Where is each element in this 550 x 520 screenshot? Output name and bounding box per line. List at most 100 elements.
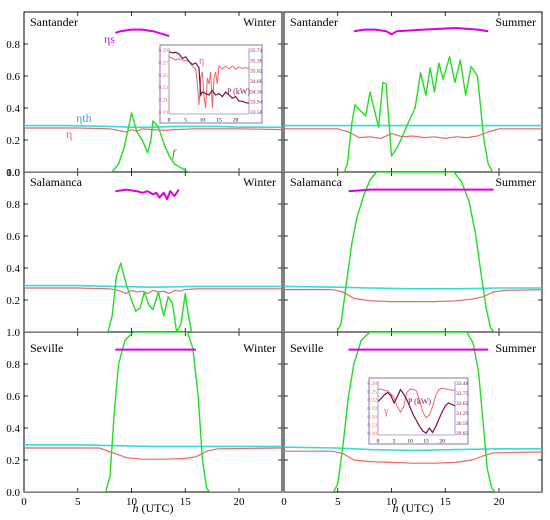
x-tick-label: 0 [281, 496, 287, 508]
y-tick-labels: 0.0 0.2 0.4 0.6 0.8 0.2 0.4 0.6 0.8 1.0 0.2 0.4 0.6 0… [6, 39, 20, 499]
series-eta-line [24, 447, 282, 460]
panel-santander-winter-curves [24, 28, 282, 172]
series-eta-th-line [24, 284, 282, 288]
series-eta-s-line [348, 188, 494, 193]
x-tick-label: 5 [335, 496, 341, 508]
x-tick-label: 10 [126, 496, 138, 508]
y-tick-label: 0.8 [6, 39, 20, 51]
inset-series-power-line [168, 51, 250, 104]
series-eta-line [284, 289, 542, 303]
inset-series-power-line [377, 388, 456, 435]
annotation-f: f [172, 146, 177, 160]
panel-santander-summer-curves [284, 27, 542, 172]
inset-right-tick-label: 34.30 [250, 89, 263, 95]
series-f-line [24, 332, 282, 492]
series-eta-th-line [284, 285, 542, 290]
y-tick-label: 0.8 [6, 199, 20, 211]
inset-right-tick-label: 30.56 [456, 421, 469, 427]
series-eta-line [24, 127, 282, 133]
inset-left-tick-label: 0.10 [367, 431, 377, 437]
y-tick-label-top: 1.0 [6, 167, 20, 179]
x-tick-label: 15 [440, 496, 452, 508]
x-axis-label-left: h (UTC) [133, 501, 174, 515]
panel-city-salamanca-winter: Salamanca [30, 175, 83, 189]
inset-left-tick-label: 0.19 [367, 406, 377, 412]
panel-seville-summer-curves [284, 332, 542, 492]
inset-series-eta-line [377, 387, 455, 419]
x-axis-label-right: h (UTC) [393, 501, 434, 515]
x-tick-label: 5 [75, 496, 81, 508]
inset-left-tick-label: 0.28 [367, 381, 377, 387]
curve-annotations: ηs ηth η f [66, 32, 177, 160]
panel-season-salamanca-winter: Winter [243, 175, 276, 189]
panel-frame-salamanca-summer [283, 171, 543, 333]
panel-season-santander-winter: Winter [243, 15, 276, 29]
inset-left-tick-label: 0.19 [158, 110, 168, 116]
inset-x-tick-label: 15 [423, 439, 429, 445]
series-f-line [284, 332, 542, 492]
inset-right-tick-label: 32.75 [456, 391, 469, 397]
inset-left-tick-label: 0.25 [367, 389, 377, 395]
inset-right-tick-label: 31.29 [456, 411, 469, 417]
inset-left-tick-label: 0.23 [158, 85, 168, 91]
series-eta-line [284, 450, 542, 464]
curves [24, 27, 542, 492]
series-eta-line [284, 128, 542, 139]
inset-x-tick-label: 20 [233, 118, 239, 124]
inset-left-tick-label: 0.29 [158, 48, 168, 54]
inset-right-tick-label: 34.66 [250, 79, 263, 85]
panel-salamanca-winter-curves [24, 188, 282, 332]
series-eta-s-line [115, 188, 180, 201]
inset-left-tick-label: 0.21 [158, 98, 168, 104]
y-tick-label: 0.6 [6, 71, 20, 83]
series-f-line [24, 112, 282, 172]
annotation-eta-th: ηth [76, 111, 92, 125]
series-eta-s-line [353, 27, 489, 36]
inset-x-tick-label: 10 [200, 118, 206, 124]
inset-x-tick-label: 0 [168, 118, 171, 124]
y-tick-label: 0.2 [6, 135, 20, 147]
inset-series-eta-line [168, 56, 250, 109]
inset-label-power: P (kW) [408, 397, 431, 406]
inset-x-tick-label: 5 [184, 118, 187, 124]
y-tick-label: 0.4 [6, 423, 20, 435]
inset-x-tick-label: 0 [377, 439, 380, 445]
panel-city-seville-winter: Seville [30, 341, 63, 355]
y-tick-label: 0.4 [6, 263, 20, 275]
x-tick-label: 20 [494, 496, 506, 508]
panel-city-seville-summer: Seville [290, 341, 323, 355]
x-tick-label: 15 [180, 496, 192, 508]
inset-left-tick-label: 0.13 [367, 423, 377, 429]
panel-salamanca-summer-curves [284, 172, 542, 332]
inset-right-tick-label: 33.94 [250, 100, 263, 106]
annotation-eta: η [66, 127, 72, 141]
y-tick-label: 0.8 [6, 359, 20, 371]
inset-label-eta: η [199, 56, 204, 67]
inset-x-tick-label: 15 [216, 118, 222, 124]
inset-right-tick-label: 33.58 [250, 110, 263, 116]
inset-seville-summer: 0 5 10 15 20 0.28 0.25 0.22 0.19 0.16 0.13 0.10 33.4… [367, 377, 469, 445]
x-tick-label: 10 [386, 496, 398, 508]
inset-frame [368, 377, 469, 445]
panel-season-salamanca-summer: Summer [495, 175, 536, 189]
panel-season-seville-summer: Summer [495, 341, 536, 355]
series-eta-line [24, 287, 282, 295]
panel-frame-santander-summer [283, 11, 543, 173]
inset-right-tick-label: 33.48 [456, 381, 469, 387]
inset-x-tick-label: 20 [439, 439, 445, 445]
inset-right-tick-label: 29.83 [456, 431, 469, 437]
inset-right-tick-label: 32.02 [456, 401, 469, 407]
y-tick-label: 0.2 [6, 295, 20, 307]
x-tick-labels: 0 5 10 15 20 0 5 10 15 20 [21, 496, 505, 508]
inset-x-tick-label: 5 [393, 439, 396, 445]
panel-titles: Santander Winter Santander Summer Salama… [30, 15, 536, 355]
y-tick-label: 0.2 [6, 455, 20, 467]
panel-seville-winter-curves [24, 332, 282, 492]
y-tick-label: 0.6 [6, 231, 20, 243]
panel-city-salamanca-summer: Salamanca [290, 175, 343, 189]
series-f-line [24, 262, 282, 332]
inset-right-tick-label: 35.38 [250, 58, 263, 64]
x-tick-label: 0 [21, 496, 27, 508]
inset-left-tick-label: 0.27 [158, 60, 168, 66]
